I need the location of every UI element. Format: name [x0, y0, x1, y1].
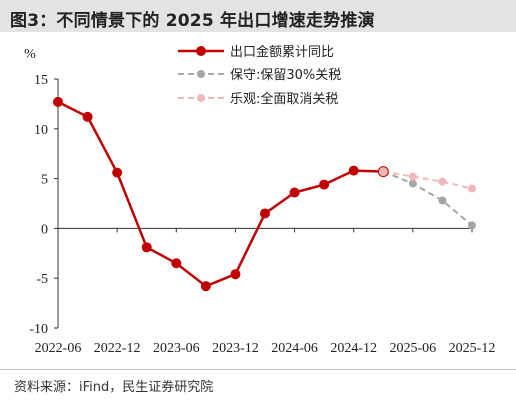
y-axis-unit: % — [24, 47, 36, 62]
data-point — [438, 177, 447, 186]
data-point — [200, 281, 211, 292]
x-tick-label: 2023-06 — [153, 341, 200, 356]
series-line-1 — [382, 170, 473, 227]
y-tick-label: 5 — [41, 173, 48, 188]
data-point — [260, 208, 270, 219]
data-point — [438, 196, 447, 205]
x-tick-label: 2025-12 — [449, 341, 496, 356]
data-point — [53, 96, 63, 107]
data-point — [468, 221, 476, 230]
y-tick-label: 15 — [34, 73, 48, 88]
x-tick-label: 2022-12 — [94, 341, 141, 356]
data-point — [319, 179, 330, 190]
y-tick-label: -10 — [29, 322, 48, 337]
legend-marker-2 — [197, 94, 205, 102]
chart-title: 图3：不同情景下的 2025 年出口增速走势推演 — [10, 11, 375, 31]
x-tick-label: 2025-06 — [390, 341, 437, 356]
source-divider — [0, 369, 516, 370]
legend-label-0: 出口金额累计同比 — [230, 44, 334, 60]
legend-marker-0 — [196, 46, 206, 56]
x-tick-label: 2023-12 — [212, 341, 259, 356]
y-tick-label: 10 — [34, 123, 48, 138]
data-point — [141, 242, 152, 253]
chart-canvas: -10 -5 0 5 10 15% 2022-06 2022-12 2023-06 2023-12… — [24, 44, 496, 356]
legend-label-2: 乐观:全面取消关税 — [230, 91, 338, 107]
latest-point-marker — [377, 166, 389, 178]
data-point — [468, 184, 476, 193]
x-tick-label: 2024-06 — [271, 341, 318, 356]
data-point — [82, 111, 93, 122]
data-point — [171, 258, 182, 269]
series-line-2 — [383, 170, 473, 190]
title-bar — [0, 0, 516, 32]
data-point — [289, 187, 300, 198]
legend-marker-1 — [197, 70, 205, 78]
data-point — [230, 269, 241, 280]
series-line-0 — [57, 100, 384, 288]
data-point — [348, 165, 359, 176]
x-tick-label: 2024-12 — [330, 341, 377, 356]
legend-label-1: 保守:保留30%关税 — [230, 68, 341, 83]
data-point — [408, 179, 417, 188]
source-note: 资料来源：iFind，民生证券研究院 — [14, 380, 214, 395]
data-point — [112, 167, 123, 178]
x-tick-label: 2022-06 — [35, 341, 82, 356]
data-point — [408, 172, 417, 181]
y-tick-label: -5 — [36, 272, 48, 287]
y-tick-label: 0 — [41, 222, 48, 237]
